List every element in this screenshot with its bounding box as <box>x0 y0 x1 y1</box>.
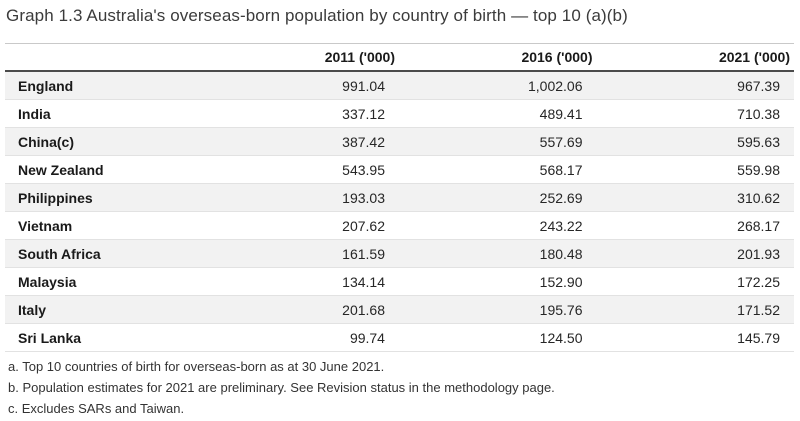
country-cell: New Zealand <box>5 155 202 184</box>
value-cell: 387.42 <box>201 127 399 156</box>
footnote-c: c. Excludes SARs and Taiwan. <box>8 401 185 416</box>
value-cell: 252.69 <box>398 183 597 212</box>
value-cell: 991.04 <box>201 71 399 100</box>
population-by-country-table: 2011 ('000) 2016 ('000) 2021 ('000) Engl… <box>5 43 794 352</box>
value-cell: 559.98 <box>596 155 794 184</box>
value-cell: 595.63 <box>596 127 794 156</box>
value-cell: 99.74 <box>201 323 399 352</box>
value-cell: 268.17 <box>596 211 794 240</box>
graph-title: Graph 1.3 Australia's overseas-born popu… <box>6 6 628 25</box>
value-cell: 134.14 <box>201 267 399 296</box>
value-cell: 171.52 <box>596 295 794 324</box>
value-cell: 243.22 <box>398 211 597 240</box>
value-cell: 967.39 <box>596 71 794 100</box>
value-cell: 201.93 <box>596 239 794 268</box>
value-cell: 193.03 <box>201 183 399 212</box>
value-cell: 152.90 <box>398 267 597 296</box>
footnote-a: a. Top 10 countries of birth for oversea… <box>8 359 385 374</box>
country-cell: Vietnam <box>5 211 202 240</box>
value-cell: 207.62 <box>201 211 399 240</box>
value-cell: 710.38 <box>596 99 794 128</box>
table-row: Philippines 193.03 252.69 310.62 <box>5 183 794 212</box>
value-cell: 310.62 <box>596 183 794 212</box>
country-cell: Italy <box>5 295 202 324</box>
table-header-row: 2011 ('000) 2016 ('000) 2021 ('000) <box>5 43 794 72</box>
table-row: Vietnam 207.62 243.22 268.17 <box>5 211 794 240</box>
value-cell: 180.48 <box>398 239 597 268</box>
table-row: New Zealand 543.95 568.17 559.98 <box>5 155 794 184</box>
footnotes: a. Top 10 countries of birth for oversea… <box>5 356 794 419</box>
value-cell: 337.12 <box>201 99 399 128</box>
table-row: China(c) 387.42 557.69 595.63 <box>5 127 794 156</box>
value-cell: 172.25 <box>596 267 794 296</box>
country-cell: India <box>5 99 202 128</box>
value-cell: 145.79 <box>596 323 794 352</box>
value-cell: 489.41 <box>398 99 597 128</box>
country-cell: China(c) <box>5 127 202 156</box>
country-cell: South Africa <box>5 239 202 268</box>
column-header-2021: 2021 ('000) <box>596 43 794 72</box>
table-row: England 991.04 1,002.06 967.39 <box>5 71 794 100</box>
country-cell: Sri Lanka <box>5 323 202 352</box>
country-cell: Philippines <box>5 183 202 212</box>
column-header-2016: 2016 ('000) <box>398 43 597 72</box>
table-row: Sri Lanka 99.74 124.50 145.79 <box>5 323 794 352</box>
value-cell: 1,002.06 <box>398 71 597 100</box>
table-row: South Africa 161.59 180.48 201.93 <box>5 239 794 268</box>
column-header-2011: 2011 ('000) <box>201 43 399 72</box>
country-cell: Malaysia <box>5 267 202 296</box>
value-cell: 543.95 <box>201 155 399 184</box>
value-cell: 124.50 <box>398 323 597 352</box>
value-cell: 568.17 <box>398 155 597 184</box>
table-body: England 991.04 1,002.06 967.39 India 337.12 48… <box>5 71 794 352</box>
value-cell: 195.76 <box>398 295 597 324</box>
table-row: Malaysia 134.14 152.90 172.25 <box>5 267 794 296</box>
footnote-b: b. Population estimates for 2021 are pre… <box>8 380 555 395</box>
value-cell: 557.69 <box>398 127 597 156</box>
country-column-header <box>5 43 202 72</box>
table-row: Italy 201.68 195.76 171.52 <box>5 295 794 324</box>
value-cell: 161.59 <box>201 239 399 268</box>
value-cell: 201.68 <box>201 295 399 324</box>
country-cell: England <box>5 71 202 100</box>
table-row: India 337.12 489.41 710.38 <box>5 99 794 128</box>
